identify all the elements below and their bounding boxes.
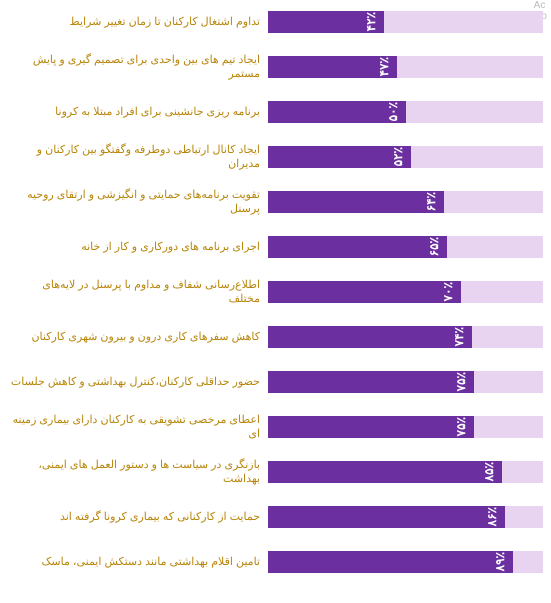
bar-value: ۵۰٪	[386, 102, 400, 121]
bar-label: تقویت برنامه‌های حمایتی و انگیزشی و ارتق…	[8, 188, 268, 217]
bar-value: ۸۹٪	[493, 552, 507, 571]
chart-row: اجرای برنامه های دورکاری و کار از خانه ۶۵…	[8, 233, 543, 261]
chart-row: تقویت برنامه‌های حمایتی و انگیزشی و ارتق…	[8, 188, 543, 216]
chart-row: بازنگری در سیاست ها و دستور العمل های ای…	[8, 458, 543, 486]
bar-label: تداوم اشتغال کارکنان تا زمان تغییر شرایط	[8, 15, 268, 29]
chart-row: حضور حداقلی کارکنان،کنترل بهداشتی و کاهش…	[8, 368, 543, 396]
bar-fill: ۷۵٪	[268, 371, 474, 393]
bar-value: ۶۵٪	[427, 237, 441, 256]
bar-fill: ۸۶٪	[268, 506, 505, 528]
bar-value: ۶۴٪	[424, 192, 438, 211]
bar-track: ۸۵٪	[268, 461, 543, 483]
bar-value: ۸۵٪	[482, 462, 496, 481]
bar-value: ۷۴٪	[452, 327, 466, 346]
bar-fill: ۶۴٪	[268, 191, 444, 213]
bar-label: کاهش سفرهای کاری درون و بیرون شهری کارکن…	[8, 330, 268, 344]
bar-label: حمایت از کارکنانی که بیماری کرونا گرفته …	[8, 510, 268, 524]
bar-label: ایجاد تیم های بین واحدی برای تصمیم گیری …	[8, 53, 268, 82]
bar-label: حضور حداقلی کارکنان،کنترل بهداشتی و کاهش…	[8, 375, 268, 389]
bar-label: بازنگری در سیاست ها و دستور العمل های ای…	[8, 458, 268, 487]
bar-track: ۵۰٪	[268, 101, 543, 123]
bar-value: ۴۷٪	[377, 57, 391, 76]
bar-fill: ۷۴٪	[268, 326, 472, 348]
bar-label: برنامه ریزی جانشینی برای افراد مبتلا به …	[8, 105, 268, 119]
bar-value: ۷۰٪	[441, 282, 455, 301]
bar-track: ۷۵٪	[268, 371, 543, 393]
bar-fill: ۷۰٪	[268, 281, 461, 303]
bar-track: ۸۹٪	[268, 551, 543, 573]
bar-track: ۵۲٪	[268, 146, 543, 168]
chart-row: حمایت از کارکنانی که بیماری کرونا گرفته …	[8, 503, 543, 531]
bar-value: ۸۶٪	[485, 507, 499, 526]
chart-row: کاهش سفرهای کاری درون و بیرون شهری کارکن…	[8, 323, 543, 351]
bar-fill: ۴۷٪	[268, 56, 397, 78]
bar-chart: تداوم اشتغال کارکنان تا زمان تغییر شرایط…	[8, 8, 543, 576]
chart-row: ایجاد کانال ارتباطی دوطرفه وگفتگو بین کا…	[8, 143, 543, 171]
bar-label: اعطای مرخصی تشویقی به کارکنان دارای بیما…	[8, 413, 268, 442]
bar-label: اجرای برنامه های دورکاری و کار از خانه	[8, 240, 268, 254]
chart-row: اعطای مرخصی تشویقی به کارکنان دارای بیما…	[8, 413, 543, 441]
chart-row: اطلاع‌رسانی شفاف و مداوم با پرسنل در لای…	[8, 278, 543, 306]
bar-value: ۷۵٪	[454, 417, 468, 436]
chart-row: ایجاد تیم های بین واحدی برای تصمیم گیری …	[8, 53, 543, 81]
bar-fill: ۵۰٪	[268, 101, 406, 123]
bar-fill: ۷۵٪	[268, 416, 474, 438]
bar-track: ۴۷٪	[268, 56, 543, 78]
chart-row: تامین اقلام بهداشتی مانند دستکش ایمنی، م…	[8, 548, 543, 576]
bar-track: ۴۲٪	[268, 11, 543, 33]
bar-track: ۶۴٪	[268, 191, 543, 213]
bar-track: ۸۶٪	[268, 506, 543, 528]
chart-row: تداوم اشتغال کارکنان تا زمان تغییر شرایط…	[8, 8, 543, 36]
bar-fill: ۸۹٪	[268, 551, 513, 573]
bar-fill: ۴۲٪	[268, 11, 384, 33]
bar-fill: ۸۵٪	[268, 461, 502, 483]
bar-label: ایجاد کانال ارتباطی دوطرفه وگفتگو بین کا…	[8, 143, 268, 172]
corner-line1: Ac	[534, 0, 547, 11]
bar-track: ۷۰٪	[268, 281, 543, 303]
bar-value: ۴۲٪	[364, 12, 378, 31]
bar-label: اطلاع‌رسانی شفاف و مداوم با پرسنل در لای…	[8, 278, 268, 307]
bar-track: ۷۵٪	[268, 416, 543, 438]
bar-label: تامین اقلام بهداشتی مانند دستکش ایمنی، م…	[8, 555, 268, 569]
bar-value: ۵۲٪	[391, 147, 405, 166]
chart-row: برنامه ریزی جانشینی برای افراد مبتلا به …	[8, 98, 543, 126]
bar-value: ۷۵٪	[454, 372, 468, 391]
bar-fill: ۵۲٪	[268, 146, 411, 168]
bar-track: ۶۵٪	[268, 236, 543, 258]
bar-fill: ۶۵٪	[268, 236, 447, 258]
bar-track: ۷۴٪	[268, 326, 543, 348]
